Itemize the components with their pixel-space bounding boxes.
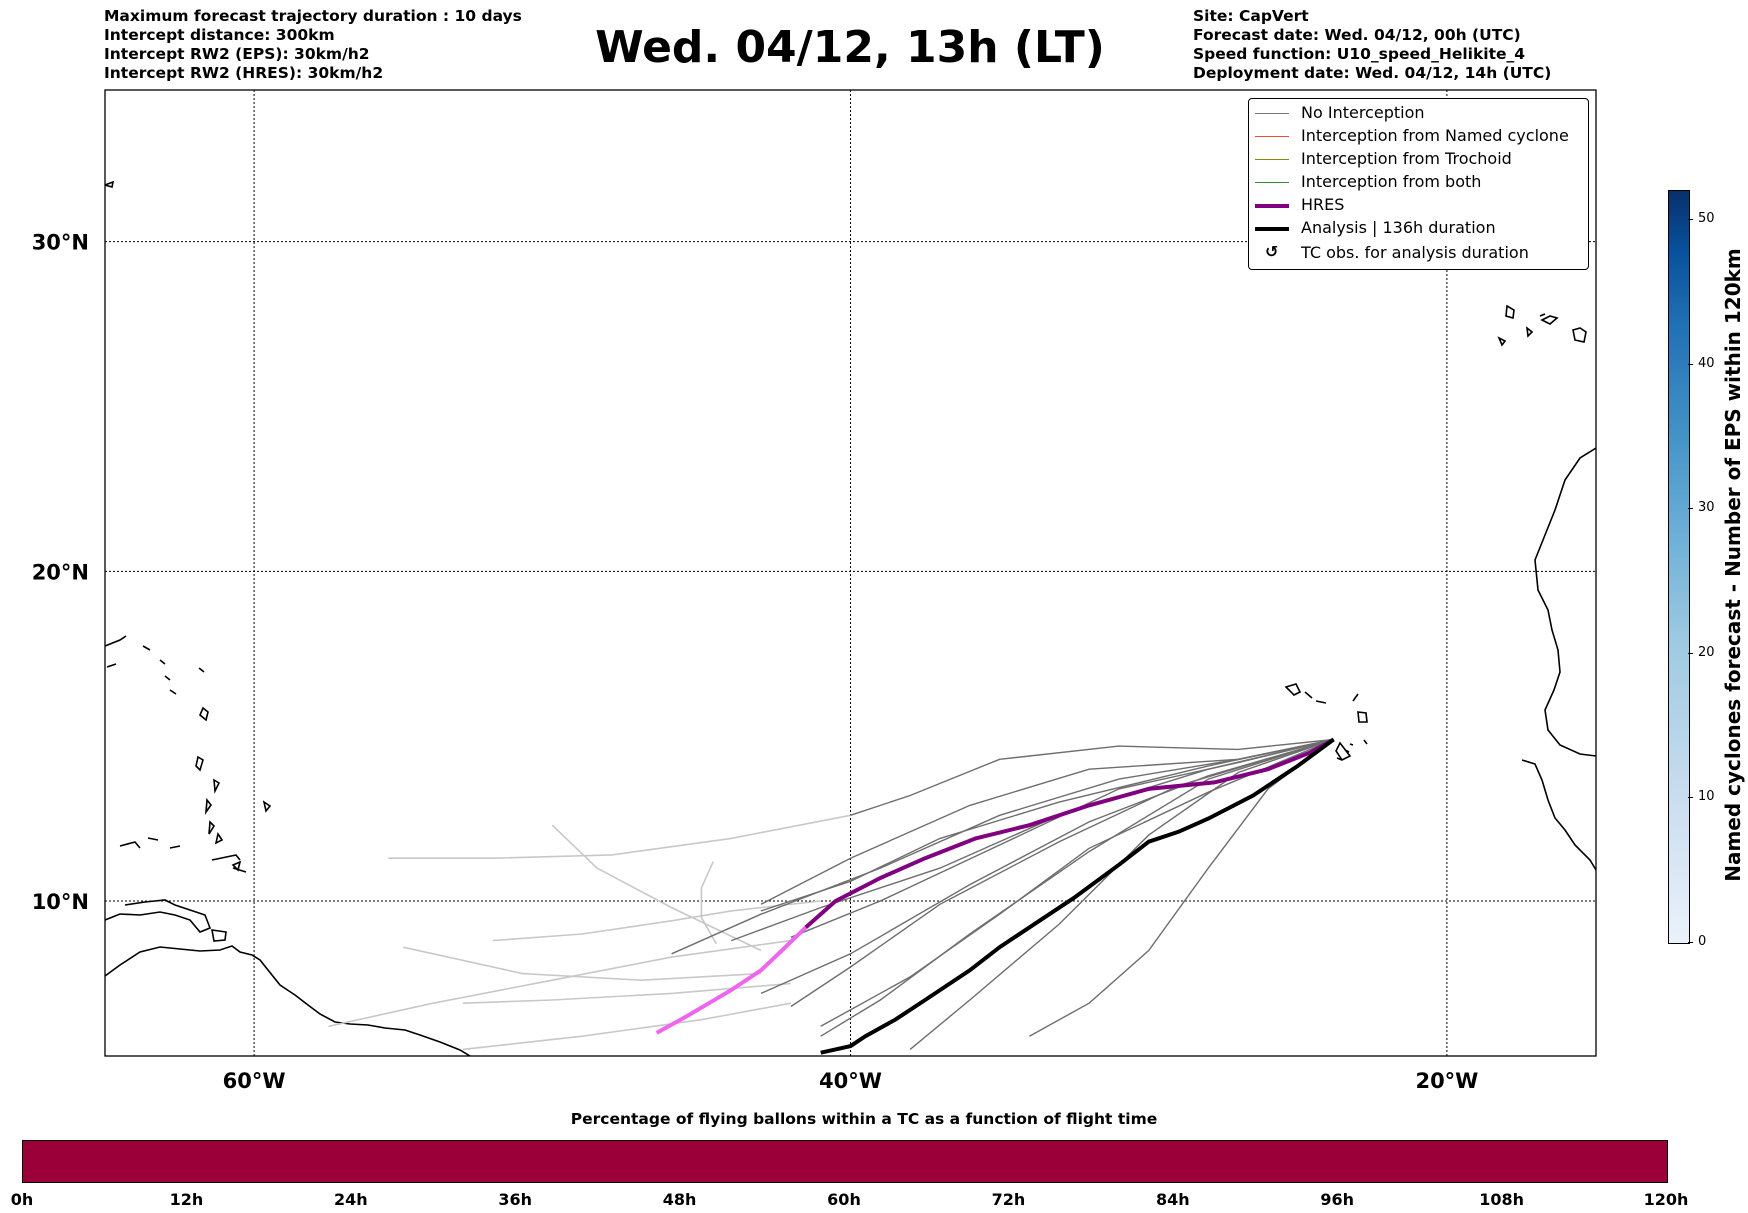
- lat-tick-label: 30°N: [32, 231, 89, 255]
- time-bar-tick-label: 0h: [10, 1190, 34, 1209]
- legend-item: Interception from Trochoid: [1249, 148, 1588, 171]
- hres-late-trajectory: [655, 925, 808, 1035]
- colorbar-tick-label: 10: [1698, 789, 1715, 805]
- legend-swatch: [1255, 159, 1289, 160]
- ensemble-faded-trajectory: [328, 939, 792, 1028]
- coastlines: [105, 180, 1596, 1056]
- map-ticks: 60°W 40°W 20°W 30°N 20°N 10°N: [32, 231, 1479, 1093]
- ensemble-trajectory: [820, 738, 1334, 1037]
- main-series-layer: [655, 737, 1335, 1055]
- time-bar-tick-label: 12h: [169, 1190, 204, 1209]
- header-right-line: Site: CapVert: [1193, 7, 1309, 25]
- ensemble-faded-trajectory: [462, 1002, 792, 1051]
- legend-label: Interception from Named cyclone: [1301, 126, 1569, 145]
- colorbar-tick-label: 20: [1698, 644, 1715, 660]
- legend-label: TC obs. for analysis duration: [1301, 243, 1529, 262]
- coastline-canary-islands: [1497, 304, 1587, 347]
- time-bar-tick-label: 84h: [1155, 1190, 1190, 1209]
- page-title: Wed. 04/12, 13h (LT): [595, 22, 1105, 73]
- ensemble-trajectory: [760, 738, 1334, 912]
- colorbar-tick-label: 40: [1698, 355, 1715, 371]
- time-bar: [22, 1140, 1668, 1183]
- header-left-line: Maximum forecast trajectory duration : 1…: [104, 7, 522, 25]
- header-right-line: Speed function: U10_speed_Helikite_4: [1193, 45, 1526, 63]
- header-left: Maximum forecast trajectory duration : 1…: [104, 7, 522, 83]
- ensemble-trajectory: [760, 738, 1334, 995]
- coastline-leeward-islands: [119, 837, 247, 873]
- legend-label: Interception from Trochoid: [1301, 149, 1512, 168]
- legend-swatch: [1255, 182, 1289, 183]
- header-left-line: Intercept distance: 300km: [104, 26, 335, 44]
- legend-item: HRES: [1249, 194, 1588, 217]
- legend-item: No Interception: [1249, 102, 1588, 125]
- ensemble-faded-trajectory: [403, 946, 762, 982]
- legend-item: Interception from Named cyclone: [1249, 125, 1588, 148]
- ensemble-faded-trajectory: [700, 861, 717, 945]
- coastline-cape-verde: [1284, 683, 1368, 762]
- coastline-south-america: [105, 945, 471, 1056]
- ensemble-faded-trajectory: [462, 982, 791, 1004]
- colorbar-tick-label: 0: [1698, 934, 1707, 949]
- header-right-line: Deployment date: Wed. 04/12, 14h (UTC): [1193, 64, 1552, 82]
- legend-swatch: [1255, 204, 1289, 208]
- coastline-virgin-islands: [105, 635, 205, 695]
- cyclone-marker-icon: ↺: [1265, 242, 1279, 261]
- coastline-trinidad: [211, 929, 227, 942]
- header-right: Site: CapVert Forecast date: Wed. 04/12,…: [1193, 7, 1551, 83]
- ensemble-trajectory: [730, 738, 1334, 942]
- time-bar-tick-label: 48h: [662, 1190, 697, 1209]
- ensemble-faded-trajectory: [492, 900, 821, 942]
- time-bar-tick-label: 96h: [1320, 1190, 1355, 1209]
- legend-label: HRES: [1301, 195, 1345, 214]
- header-left-line: Intercept RW2 (EPS): 30km/h2: [104, 45, 370, 63]
- legend-label: No Interception: [1301, 103, 1425, 122]
- coastline-africa: [1521, 447, 1596, 871]
- time-bar-tick-label: 36h: [498, 1190, 533, 1209]
- time-bar-tick-label: 24h: [333, 1190, 368, 1209]
- legend-label: Analysis | 136h duration: [1301, 218, 1496, 237]
- ensemble-trajectory: [671, 738, 1334, 955]
- lon-tick-label: 20°W: [1415, 1069, 1478, 1093]
- ensemble-layer: [671, 738, 1335, 1050]
- time-bar-tick-label: 120h: [1643, 1190, 1689, 1209]
- ensemble-faded-layer: [328, 814, 851, 1051]
- coastline-azores-stub: [105, 180, 115, 189]
- legend-item: Analysis | 136h duration: [1249, 217, 1588, 240]
- time-bar-tick-label: 108h: [1479, 1190, 1524, 1209]
- hres-trajectory: [804, 737, 1335, 929]
- ensemble-trajectory: [909, 738, 1334, 1050]
- header-left-line: Intercept RW2 (HRES): 30km/h2: [104, 64, 384, 82]
- ensemble-trajectory: [850, 738, 1334, 816]
- legend: No Interception Interception from Named …: [1248, 98, 1589, 270]
- legend-swatch: [1255, 227, 1289, 231]
- ensemble-faded-trajectory: [551, 824, 762, 952]
- time-bar-tick-label: 72h: [991, 1190, 1026, 1209]
- coastline-lesser-antilles: [195, 706, 272, 872]
- ensemble-faded-trajectory: [388, 814, 851, 859]
- colorbar-label: Named cyclones forecast - Number of EPS …: [1721, 248, 1745, 882]
- lon-tick-label: 40°W: [819, 1069, 882, 1093]
- time-bar-tick-label: 60h: [827, 1190, 861, 1209]
- legend-item: Interception from both: [1249, 171, 1588, 194]
- colorbar: [1668, 190, 1690, 944]
- lat-tick-label: 10°N: [32, 890, 89, 914]
- legend-swatch: [1255, 113, 1289, 114]
- ensemble-trajectory: [790, 738, 1334, 1008]
- lat-tick-label: 20°N: [32, 560, 89, 584]
- lon-tick-label: 60°W: [223, 1069, 286, 1093]
- legend-item: ↺ TC obs. for analysis duration: [1249, 242, 1588, 265]
- analysis-trajectory: [820, 737, 1335, 1055]
- legend-label: Interception from both: [1301, 172, 1482, 191]
- legend-swatch: [1255, 136, 1289, 137]
- time-bar-title: Percentage of flying ballons within a TC…: [570, 1110, 1158, 1128]
- coastline-venezuela-islands: [105, 899, 212, 933]
- ensemble-trajectory: [820, 738, 1334, 1027]
- colorbar-tick-label: 50: [1698, 210, 1715, 226]
- colorbar-tick-label: 30: [1698, 500, 1715, 516]
- map-frame: [104, 89, 1597, 1057]
- header-right-line: Forecast date: Wed. 04/12, 00h (UTC): [1193, 26, 1521, 44]
